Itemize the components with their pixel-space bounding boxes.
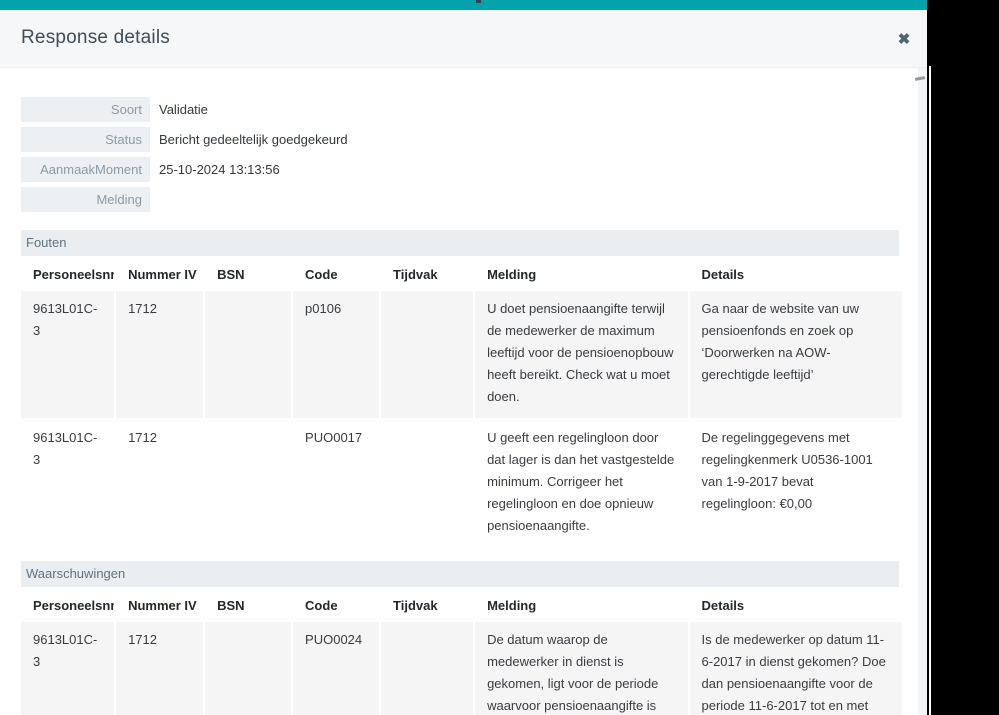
modal-body: Soort Validatie Status Bericht gedeeltel… [0,68,927,715]
field-label-aanmaakmoment: AanmaakMoment [21,157,150,182]
col-header-tijdvak: Tijdvak [381,589,474,620]
scrollbar-track[interactable] [918,68,927,715]
cell-details: Is de medewerker op datum 11-6-2017 in d… [689,622,902,715]
cell-tijdvak [381,291,474,418]
close-icon[interactable]: ✖ [894,30,914,50]
window-edge-line [929,66,931,715]
field-row-soort: Soort Validatie [21,97,899,122]
table-row: 9613L01C-3 1712 PUO0024 De datum waarop … [21,622,902,715]
col-header-nummer-iv: Nummer IV [116,258,204,289]
cell-bsn [205,420,292,547]
cell-personeelsnr: 9613L01C-3 [21,622,115,715]
section-header-fouten: Fouten [21,230,899,256]
field-value-soort: Validatie [159,102,208,117]
cell-details: Ga naar de website van uw pensioenfonds … [689,291,902,418]
cell-bsn [205,622,292,715]
cell-personeelsnr: 9613L01C-3 [21,291,115,418]
waarschuwingen-table: Personeelsnr Nummer IV BSN Code Tijdvak … [19,587,904,715]
col-header-melding: Melding [475,258,688,289]
col-header-personeelsnr: Personeelsnr [21,258,115,289]
field-value-status: Bericht gedeeltelijk goedgekeurd [159,132,348,147]
cell-personeelsnr: 9613L01C-3 [21,420,115,547]
cell-code: PUO0024 [293,622,380,715]
cell-nummer-iv: 1712 [116,291,204,418]
cell-tijdvak [381,420,474,547]
cell-bsn [205,291,292,418]
col-header-personeelsnr: Personeelsnr [21,589,115,620]
fouten-table: Personeelsnr Nummer IV BSN Code Tijdvak … [19,256,904,549]
response-details-modal: Response details ✖ Soort Validatie Statu… [0,0,927,715]
col-header-code: Code [293,589,380,620]
col-header-melding: Melding [475,589,688,620]
field-row-melding: Melding [21,187,899,212]
table-header-row: Personeelsnr Nummer IV BSN Code Tijdvak … [21,258,902,289]
table-header-row: Personeelsnr Nummer IV BSN Code Tijdvak … [21,589,902,620]
topbar-notch [476,0,481,3]
field-row-status: Status Bericht gedeeltelijk goedgekeurd [21,127,899,152]
page-title: Response details [21,27,170,48]
col-header-details: Details [689,258,902,289]
modal-header: Response details ✖ [0,10,927,68]
col-header-tijdvak: Tijdvak [381,258,474,289]
cell-nummer-iv: 1712 [116,420,204,547]
accent-top-bar [0,0,927,10]
cell-melding: U geeft een regelingloon door dat lager … [475,420,688,547]
cell-melding: U doet pensioenaangifte terwijl de medew… [475,291,688,418]
field-value-aanmaakmoment: 25-10-2024 13:13:56 [159,162,280,177]
col-header-bsn: BSN [205,258,292,289]
cell-code: PUO0017 [293,420,380,547]
cell-nummer-iv: 1712 [116,622,204,715]
cell-tijdvak [381,622,474,715]
cell-melding: De datum waarop de medewerker in dienst … [475,622,688,715]
table-row: 9613L01C-3 1712 PUO0017 U geeft een rege… [21,420,902,547]
col-header-details: Details [689,589,902,620]
field-label-status: Status [21,127,150,152]
col-header-nummer-iv: Nummer IV [116,589,204,620]
field-label-soort: Soort [21,97,150,122]
field-label-melding: Melding [21,187,150,212]
cell-code: p0106 [293,291,380,418]
col-header-code: Code [293,258,380,289]
cell-details: De regelinggegevens met regelingkenmerk … [689,420,902,547]
table-row: 9613L01C-3 1712 p0106 U doet pensioenaan… [21,291,902,418]
col-header-bsn: BSN [205,589,292,620]
field-row-aanmaakmoment: AanmaakMoment 25-10-2024 13:13:56 [21,157,899,182]
section-header-waarschuwingen: Waarschuwingen [21,561,899,587]
